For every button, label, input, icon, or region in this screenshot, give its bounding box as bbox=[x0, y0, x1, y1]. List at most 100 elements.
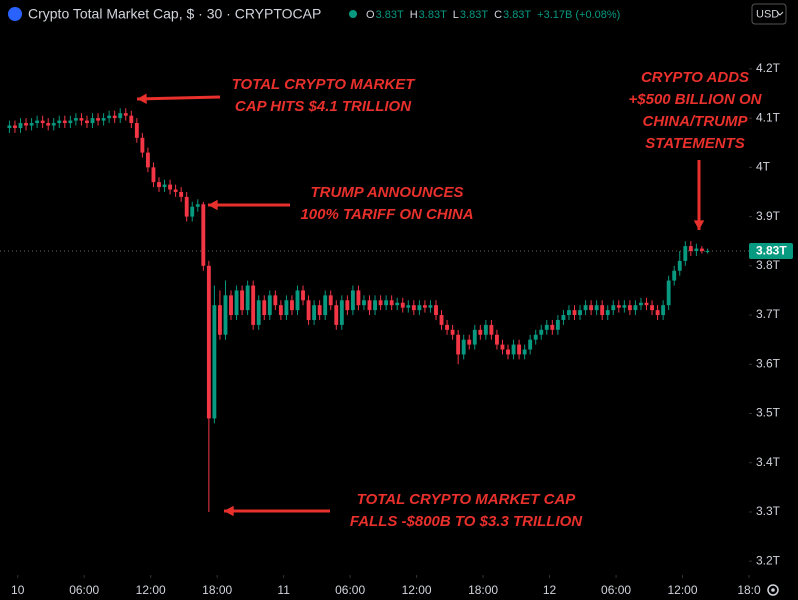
candle-body bbox=[428, 305, 433, 308]
candle-body bbox=[328, 295, 333, 306]
annotation-text: CHINA/TRUMP bbox=[643, 113, 749, 130]
candle-body bbox=[168, 184, 173, 190]
annotation-text: TRUMP ANNOUNCES bbox=[310, 184, 463, 201]
candle-body bbox=[650, 305, 654, 311]
candle-body bbox=[406, 305, 411, 308]
candle-body bbox=[212, 305, 217, 419]
candle-body bbox=[29, 123, 34, 126]
annotation-arrowhead bbox=[137, 93, 147, 105]
x-tick-label: 18:0 bbox=[737, 583, 761, 597]
annotation-text: +$500 BILLION ON bbox=[629, 91, 763, 108]
candle-body bbox=[206, 265, 211, 419]
candle-body bbox=[389, 300, 394, 306]
annotation-arrowhead bbox=[208, 199, 218, 211]
candle-body bbox=[489, 324, 494, 335]
candle-body bbox=[616, 305, 621, 308]
ohlc-key: O bbox=[366, 9, 375, 21]
candle-body bbox=[472, 329, 477, 345]
candle-body bbox=[323, 295, 328, 316]
x-tick-label: 12:00 bbox=[402, 583, 432, 597]
candle-body bbox=[583, 305, 588, 311]
candle-body bbox=[162, 184, 167, 188]
x-tick-label: 12:00 bbox=[668, 583, 698, 597]
settings-icon-center bbox=[771, 588, 775, 592]
candle-body bbox=[301, 290, 305, 301]
x-tick-label: 12:00 bbox=[136, 583, 166, 597]
candle-body bbox=[450, 329, 455, 335]
candle-body bbox=[411, 305, 416, 311]
candle-body bbox=[533, 334, 538, 340]
candle-body bbox=[334, 305, 339, 325]
candle-body bbox=[13, 125, 17, 128]
candle-body bbox=[445, 324, 450, 330]
annotation-text: FALLS -$800B TO $3.3 TRILLION bbox=[350, 513, 583, 530]
ohlc-value: 3.83T bbox=[376, 9, 404, 21]
candle-body bbox=[683, 246, 688, 261]
candle-body bbox=[494, 334, 499, 345]
annotation-arrow bbox=[136, 95, 221, 101]
y-tick-label: 3.4T bbox=[756, 455, 781, 469]
candle-body bbox=[345, 300, 350, 311]
candle-body bbox=[85, 120, 89, 124]
candle-body bbox=[201, 204, 206, 266]
x-tick-label: 12 bbox=[543, 583, 557, 597]
candle-body bbox=[528, 339, 533, 350]
x-tick-label: 18:00 bbox=[468, 583, 498, 597]
candle-body bbox=[478, 329, 483, 335]
candle-body bbox=[234, 290, 239, 316]
candle-body bbox=[367, 300, 372, 311]
candle-body bbox=[539, 329, 544, 335]
candle-body bbox=[677, 260, 682, 271]
candle-body bbox=[506, 349, 510, 355]
y-tick-label: 3.5T bbox=[756, 406, 781, 420]
candle-body bbox=[644, 302, 649, 306]
candle-body bbox=[312, 305, 317, 320]
candle-body bbox=[68, 120, 73, 124]
y-tick-label: 3.7T bbox=[756, 307, 781, 321]
candle-body bbox=[378, 300, 383, 306]
candle-body bbox=[240, 290, 245, 311]
x-tick-label: 06:00 bbox=[335, 583, 365, 597]
y-tick-label: 4.2T bbox=[756, 61, 781, 75]
candle-body bbox=[694, 248, 699, 252]
candle-body bbox=[400, 302, 405, 308]
candle-body bbox=[217, 305, 222, 335]
candle-body bbox=[522, 349, 527, 355]
candle-body bbox=[295, 290, 300, 311]
candle-body bbox=[500, 344, 505, 350]
candle-body bbox=[118, 113, 123, 119]
x-tick-label: 06:00 bbox=[69, 583, 99, 597]
settings-icon[interactable] bbox=[767, 584, 779, 596]
candle-body bbox=[356, 290, 361, 306]
last-price-label: 3.83T bbox=[756, 244, 787, 258]
candle-body bbox=[151, 167, 156, 183]
candle-body bbox=[101, 118, 106, 121]
candle-body bbox=[290, 300, 294, 311]
last-price-box bbox=[749, 243, 793, 260]
candle-body bbox=[555, 319, 560, 330]
ohlc-key: H bbox=[410, 9, 418, 21]
ohlc-value: 3.83T bbox=[460, 9, 488, 21]
candle-body bbox=[672, 270, 677, 281]
candle-body bbox=[278, 305, 283, 316]
currency-button[interactable] bbox=[751, 3, 787, 25]
y-tick-label: 4T bbox=[756, 160, 771, 174]
candle-body bbox=[550, 324, 555, 330]
candle-body bbox=[62, 120, 67, 124]
candle-body bbox=[350, 290, 355, 311]
candle-body bbox=[439, 315, 444, 325]
candle-body bbox=[51, 123, 56, 126]
candle-body bbox=[273, 295, 278, 306]
y-tick-label: 3.3T bbox=[756, 504, 781, 518]
candle-body bbox=[145, 152, 150, 168]
candle-body bbox=[655, 310, 660, 316]
candle-body bbox=[456, 334, 461, 355]
candle-body bbox=[339, 300, 344, 325]
candle-body bbox=[157, 182, 161, 188]
candle-body bbox=[422, 305, 427, 308]
candle-body bbox=[24, 123, 28, 126]
currency-caret bbox=[776, 11, 784, 16]
candle-body bbox=[223, 295, 228, 335]
y-tick-label: 4.1T bbox=[756, 110, 781, 124]
